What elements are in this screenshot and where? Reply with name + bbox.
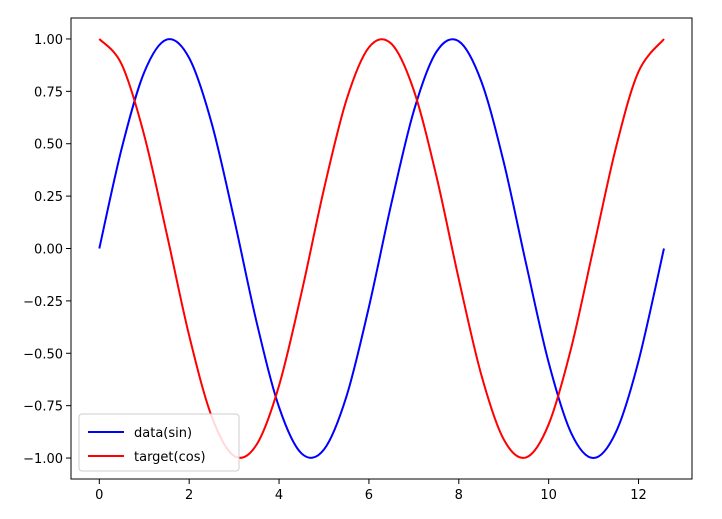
y-tick-label: −0.25 (23, 295, 63, 310)
legend: data(sin) target(cos) (78, 413, 240, 472)
y-tick-label: −0.75 (23, 400, 63, 415)
legend-label-cos: target(cos) (134, 450, 206, 465)
x-tick-label: 2 (185, 488, 193, 503)
series-line-cos (98, 38, 665, 459)
y-tick-label: −0.50 (23, 347, 63, 362)
y-tick-label: 0.25 (34, 190, 63, 205)
legend-label-sin: data(sin) (134, 426, 192, 441)
y-axis: 1.00 0.75 0.50 0.25 0.00 −0.25 −0.50 −0.75 −1.00 (23, 33, 71, 467)
x-tick-label: 6 (365, 488, 373, 503)
x-tick-label: 8 (455, 488, 463, 503)
series-line-sin (98, 38, 665, 460)
y-tick-label: −1.00 (23, 452, 63, 467)
series-layer (98, 38, 665, 460)
x-tick-label: 4 (275, 488, 283, 503)
y-tick-label: 0.75 (34, 85, 63, 100)
x-tick-label: 10 (540, 488, 557, 503)
y-tick-label: 1.00 (34, 33, 63, 48)
x-tick-label: 12 (630, 488, 647, 503)
x-tick-label: 0 (95, 488, 103, 503)
y-tick-label: 0.50 (34, 138, 63, 153)
y-tick-label: 0.00 (34, 243, 63, 258)
x-axis: 0 2 4 6 8 10 12 (95, 479, 647, 503)
